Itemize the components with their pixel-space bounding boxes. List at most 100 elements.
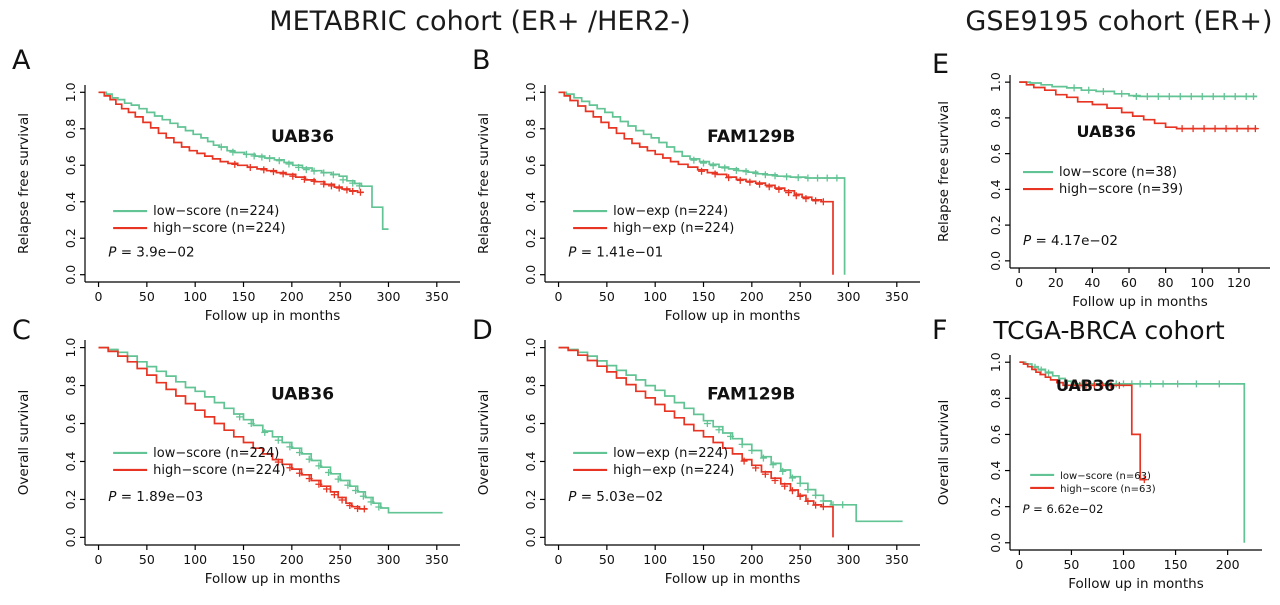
svg-text:40: 40 [1084, 275, 1100, 290]
km-plot-b-fam129b-rfs: 0 50 100 150 200 250 300 350 0.0 0.2 0.4 0.6 0.8 1.0 F… [476, 82, 920, 323]
panel-c-label: C [12, 315, 31, 346]
svg-text:0.8: 0.8 [988, 388, 1003, 408]
svg-text:Relapse free survival: Relapse free survival [16, 113, 32, 254]
svg-text:200: 200 [1216, 557, 1240, 572]
svg-text:50: 50 [139, 289, 155, 304]
svg-text:low−score (n=224): low−score (n=224) [153, 204, 279, 219]
svg-text:50: 50 [1063, 557, 1079, 572]
svg-text:high−score (n=63): high−score (n=63) [1060, 484, 1156, 495]
svg-text:Follow up in months: Follow up in months [205, 308, 341, 323]
svg-text:150: 150 [1164, 557, 1188, 572]
cohort-title-gse9195: GSE9195 cohort (ER+) [965, 6, 1273, 37]
svg-text:1.0: 1.0 [523, 338, 538, 358]
svg-text:0.4: 0.4 [523, 192, 538, 212]
svg-text:0.0: 0.0 [523, 265, 538, 285]
svg-text:low−score (n=63): low−score (n=63) [1060, 471, 1151, 482]
svg-text:Follow up in months: Follow up in months [1072, 294, 1208, 310]
svg-text:0.6: 0.6 [63, 155, 78, 175]
svg-text:100: 100 [183, 289, 207, 304]
km-plot-d-fam129b-os: 0 50 100 150 200 250 300 350 0.0 0.2 0.4 0.6 0.8 1.0 F… [476, 338, 920, 587]
svg-text:250: 250 [788, 552, 812, 567]
svg-text:0.0: 0.0 [523, 527, 538, 547]
svg-text:150: 150 [232, 289, 256, 304]
panel-e-label: E [932, 49, 950, 80]
svg-text:P = 1.89e−03: P = 1.89e−03 [108, 489, 203, 505]
km-plot-e-uab36-gse9195: 0 20 40 60 80 100 120 0.0 0.2 0.4 0.6 0.8 1.0 Follow … [936, 72, 1270, 310]
svg-text:0.6: 0.6 [523, 155, 538, 175]
svg-text:1.0: 1.0 [988, 352, 1003, 372]
panel-f-label: F [932, 315, 948, 346]
svg-text:350: 350 [425, 552, 449, 567]
svg-text:0.8: 0.8 [63, 119, 78, 139]
svg-text:UAB36: UAB36 [1056, 376, 1115, 395]
panel-f: F TCGA-BRCA cohort 0 50 100 150 200 0.0 0.2 0.4… [930, 315, 1280, 600]
svg-text:150: 150 [232, 552, 256, 567]
svg-text:UAB36: UAB36 [271, 127, 334, 147]
svg-text:0.2: 0.2 [63, 489, 78, 509]
svg-text:1.0: 1.0 [523, 82, 538, 102]
svg-text:high−score (n=39): high−score (n=39) [1059, 182, 1183, 197]
cohort-title-metabric: METABRIC cohort (ER+ /HER2-) [269, 6, 691, 37]
svg-text:P = 5.03e−02: P = 5.03e−02 [568, 489, 663, 505]
svg-text:150: 150 [692, 552, 716, 567]
panel-a-label: A [12, 45, 31, 76]
svg-text:0.0: 0.0 [63, 265, 78, 285]
km-plot-c-uab36-os: 0 50 100 150 200 250 300 350 0.0 0.2 0.4 0.6 0.8 1.0 F… [16, 338, 460, 587]
svg-text:120: 120 [1227, 275, 1251, 290]
svg-text:high−exp (n=224): high−exp (n=224) [613, 221, 734, 236]
svg-text:0.2: 0.2 [988, 215, 1003, 235]
svg-text:80: 80 [1158, 275, 1174, 290]
panel-e: E 0 20 40 60 80 100 120 0.0 0.2 0.4 0.6 0.8 1.0 Follo… [930, 45, 1280, 315]
svg-text:300: 300 [837, 552, 861, 567]
panel-b-label: B [472, 45, 491, 76]
svg-text:0.4: 0.4 [988, 461, 1003, 481]
svg-text:1.0: 1.0 [988, 72, 1003, 92]
svg-text:60: 60 [1121, 275, 1137, 290]
svg-text:0.4: 0.4 [988, 179, 1003, 199]
svg-text:P = 3.9e−02: P = 3.9e−02 [108, 244, 194, 260]
svg-text:100: 100 [643, 289, 667, 304]
svg-text:0: 0 [555, 289, 563, 304]
svg-text:250: 250 [328, 552, 352, 567]
svg-text:P = 1.41e−01: P = 1.41e−01 [568, 244, 663, 260]
svg-text:FAM129B: FAM129B [707, 127, 795, 147]
svg-text:150: 150 [692, 289, 716, 304]
svg-text:Follow up in months: Follow up in months [1068, 576, 1204, 592]
svg-text:low−exp (n=224): low−exp (n=224) [613, 204, 728, 219]
svg-text:0.2: 0.2 [988, 497, 1003, 517]
svg-text:350: 350 [885, 289, 909, 304]
panel-d-label: D [472, 315, 493, 346]
svg-text:300: 300 [377, 552, 401, 567]
svg-text:0.8: 0.8 [63, 376, 78, 396]
svg-text:50: 50 [139, 552, 155, 567]
svg-text:50: 50 [599, 289, 615, 304]
svg-text:UAB36: UAB36 [1077, 122, 1136, 141]
svg-text:high−score (n=224): high−score (n=224) [153, 463, 285, 478]
panel-a: A 0 50 100 150 200 250 300 350 0.0 0.2 0.4 0.6 0.8 1.… [10, 45, 465, 323]
svg-text:0: 0 [1015, 275, 1023, 290]
svg-text:0.4: 0.4 [523, 452, 538, 472]
svg-text:250: 250 [328, 289, 352, 304]
tcga-brca-heading: TCGA-BRCA cohort [993, 316, 1225, 345]
panel-c: C 0 50 100 150 200 250 300 350 0.0 0.2 0.4 0.6 0.8 1.… [10, 315, 465, 593]
svg-text:FAM129B: FAM129B [707, 384, 795, 404]
svg-text:P = 4.17e−02: P = 4.17e−02 [1023, 233, 1118, 249]
svg-text:0.6: 0.6 [523, 414, 538, 434]
svg-text:200: 200 [740, 289, 764, 304]
svg-text:350: 350 [425, 289, 449, 304]
svg-text:UAB36: UAB36 [271, 384, 334, 404]
svg-text:1.0: 1.0 [63, 338, 78, 358]
svg-text:P = 6.62e−02: P = 6.62e−02 [1023, 502, 1104, 516]
svg-text:Follow up in months: Follow up in months [665, 571, 801, 587]
svg-text:0.0: 0.0 [988, 533, 1003, 553]
svg-text:high−exp (n=224): high−exp (n=224) [613, 463, 734, 478]
svg-text:Relapse free survival: Relapse free survival [936, 101, 952, 242]
svg-text:250: 250 [788, 289, 812, 304]
svg-text:300: 300 [837, 289, 861, 304]
panel-d: D 0 50 100 150 200 250 300 350 0.0 0.2 0.4 0.6 0.8 1.… [470, 315, 925, 593]
svg-text:low−score (n=224): low−score (n=224) [153, 446, 279, 461]
svg-text:100: 100 [1112, 557, 1136, 572]
svg-text:0.0: 0.0 [63, 527, 78, 547]
svg-text:0.8: 0.8 [523, 119, 538, 139]
svg-text:0: 0 [95, 289, 103, 304]
